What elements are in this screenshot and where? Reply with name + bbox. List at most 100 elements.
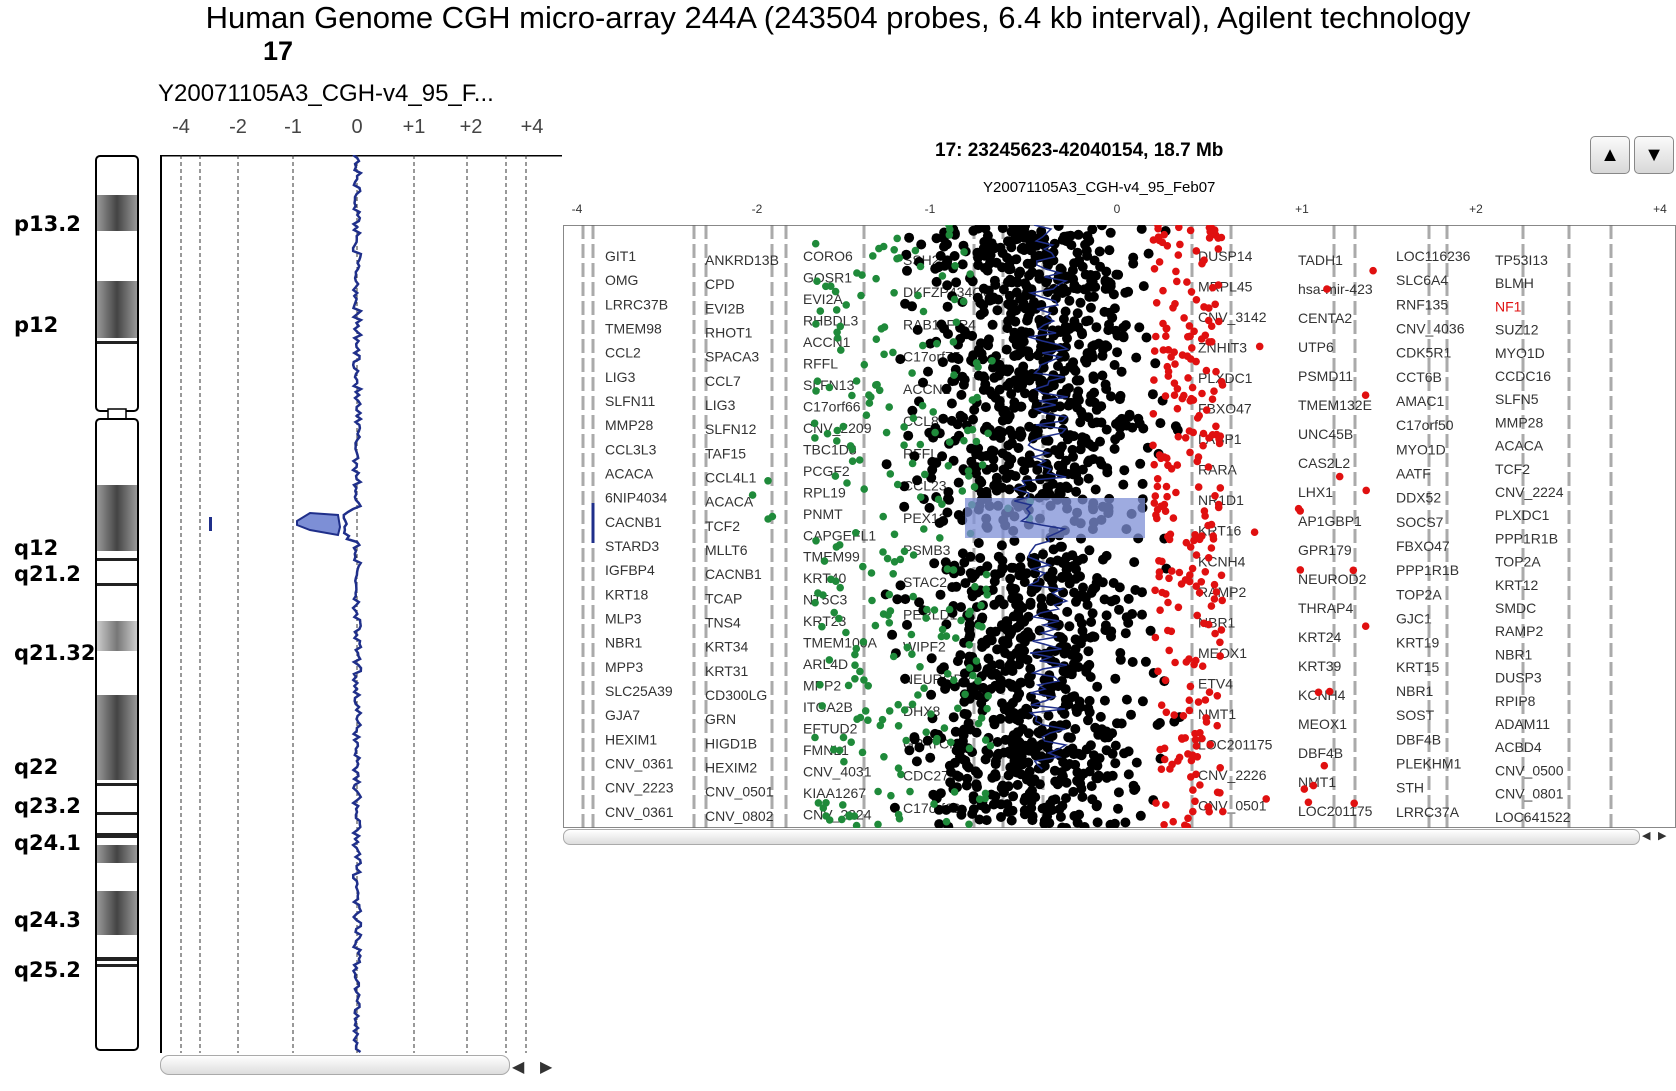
probe-point	[994, 396, 1005, 406]
probe-point	[851, 650, 859, 659]
probe-point	[1008, 562, 1019, 573]
probe-point	[1048, 544, 1059, 555]
probe-point	[1015, 426, 1026, 437]
right-tick: +4	[1653, 202, 1667, 216]
scroll-left-icon[interactable]: ◀	[512, 1059, 525, 1076]
probe-point	[924, 502, 935, 513]
probe-point	[934, 261, 945, 272]
probe-point	[950, 726, 961, 737]
probe-point	[1188, 344, 1196, 352]
probe-point	[1055, 811, 1066, 822]
probe-point	[952, 656, 963, 667]
probe-point	[933, 339, 941, 348]
probe-point	[1012, 735, 1023, 746]
probe-point	[889, 652, 898, 661]
scroll-left-icon[interactable]: ◀	[1642, 830, 1651, 842]
right-scrollbar[interactable]	[563, 829, 1640, 845]
probe-point	[842, 628, 850, 637]
right-sample-name: Y20071105A3_CGH-v4_95_Feb07	[983, 179, 1216, 196]
probe-point	[1207, 544, 1216, 552]
probe-point	[1147, 389, 1158, 400]
probe-point	[978, 300, 989, 311]
probe-point	[1160, 821, 1168, 828]
probe-point	[859, 638, 868, 646]
probe-point	[1187, 773, 1195, 781]
gene-label: CCL4L1	[705, 470, 757, 486]
probe-point	[902, 736, 910, 745]
probe-point	[1103, 325, 1114, 336]
probe-point	[855, 456, 864, 464]
probe-point	[1106, 596, 1117, 607]
probe-point	[1030, 251, 1041, 262]
gene-label: CACNB1	[705, 566, 762, 582]
gene-label: SLFN12	[705, 421, 757, 437]
probe-point	[1198, 389, 1206, 398]
probe-point	[1049, 445, 1060, 456]
probe-point	[1009, 327, 1020, 338]
probe-point	[1095, 711, 1106, 722]
detail-plot[interactable]: GIT1 OMG LRRC37B TMEM98 CCL2 LIG3 SLFN11 MMP28 C…	[563, 225, 1676, 828]
left-scrollbar[interactable]	[160, 1055, 510, 1075]
scroll-right-icon[interactable]: ▶	[540, 1059, 553, 1076]
probe-point	[912, 324, 923, 335]
left-profile-plot[interactable]	[160, 155, 562, 1053]
probe-point	[954, 704, 962, 713]
probe-point	[878, 715, 887, 724]
gene-label: KRT40	[803, 570, 847, 586]
probe-point	[937, 357, 948, 368]
gene-label: AP1GBP1	[1298, 513, 1362, 529]
gene-label: KRT31	[705, 663, 749, 679]
gene-label: TOP2A	[1495, 554, 1541, 570]
probe-point	[1055, 263, 1066, 274]
probe-point	[945, 438, 954, 446]
gene-label: RARA	[1198, 462, 1238, 478]
probe-point	[1000, 734, 1011, 745]
probe-point	[879, 512, 887, 521]
probe-point	[1216, 764, 1224, 772]
probe-point	[945, 231, 954, 239]
gene-label: GJA7	[605, 707, 640, 723]
probe-point	[1169, 716, 1180, 727]
probe-point	[1057, 822, 1068, 828]
probe-point	[908, 369, 916, 377]
probe-point	[852, 644, 861, 653]
probe-point	[833, 437, 841, 445]
probe-point	[839, 801, 847, 809]
probe-point	[942, 301, 953, 312]
probe-point	[1019, 465, 1030, 476]
probe-point	[1032, 464, 1043, 475]
chromosome-ideogram[interactable]	[94, 155, 140, 1053]
probe-point	[995, 433, 1006, 443]
nav-down-button[interactable]: ▼	[1634, 136, 1674, 174]
probe-point	[889, 348, 897, 357]
probe-point	[1130, 585, 1141, 595]
probe-point	[1057, 800, 1068, 811]
probe-point	[871, 621, 880, 630]
probe-point	[867, 393, 875, 401]
scroll-right-icon[interactable]: ▶	[1658, 830, 1667, 842]
probe-point	[1127, 422, 1138, 433]
probe-point	[1175, 568, 1184, 577]
probe-point	[922, 614, 930, 622]
probe-point	[1198, 734, 1206, 743]
probe-point	[845, 811, 853, 819]
probe-point	[933, 734, 941, 743]
probe-point	[956, 389, 967, 400]
probe-point	[969, 404, 980, 415]
probe-point	[995, 713, 1006, 724]
probe-point	[1088, 371, 1099, 382]
nav-up-button[interactable]: ▲	[1590, 136, 1630, 174]
probe-point	[942, 507, 953, 518]
navigation-buttons: ▲ ▼	[1590, 136, 1676, 176]
probe-point	[1084, 291, 1095, 302]
probe-point	[860, 360, 869, 369]
probe-point	[934, 518, 945, 528]
probe-point	[842, 301, 850, 309]
probe-point	[1001, 344, 1012, 355]
probe-point	[1361, 391, 1370, 399]
probe-point	[1002, 635, 1013, 646]
probe-point	[1161, 676, 1170, 685]
probe-point	[1169, 514, 1178, 522]
probe-point	[994, 384, 1005, 395]
probe-point	[1136, 225, 1147, 234]
